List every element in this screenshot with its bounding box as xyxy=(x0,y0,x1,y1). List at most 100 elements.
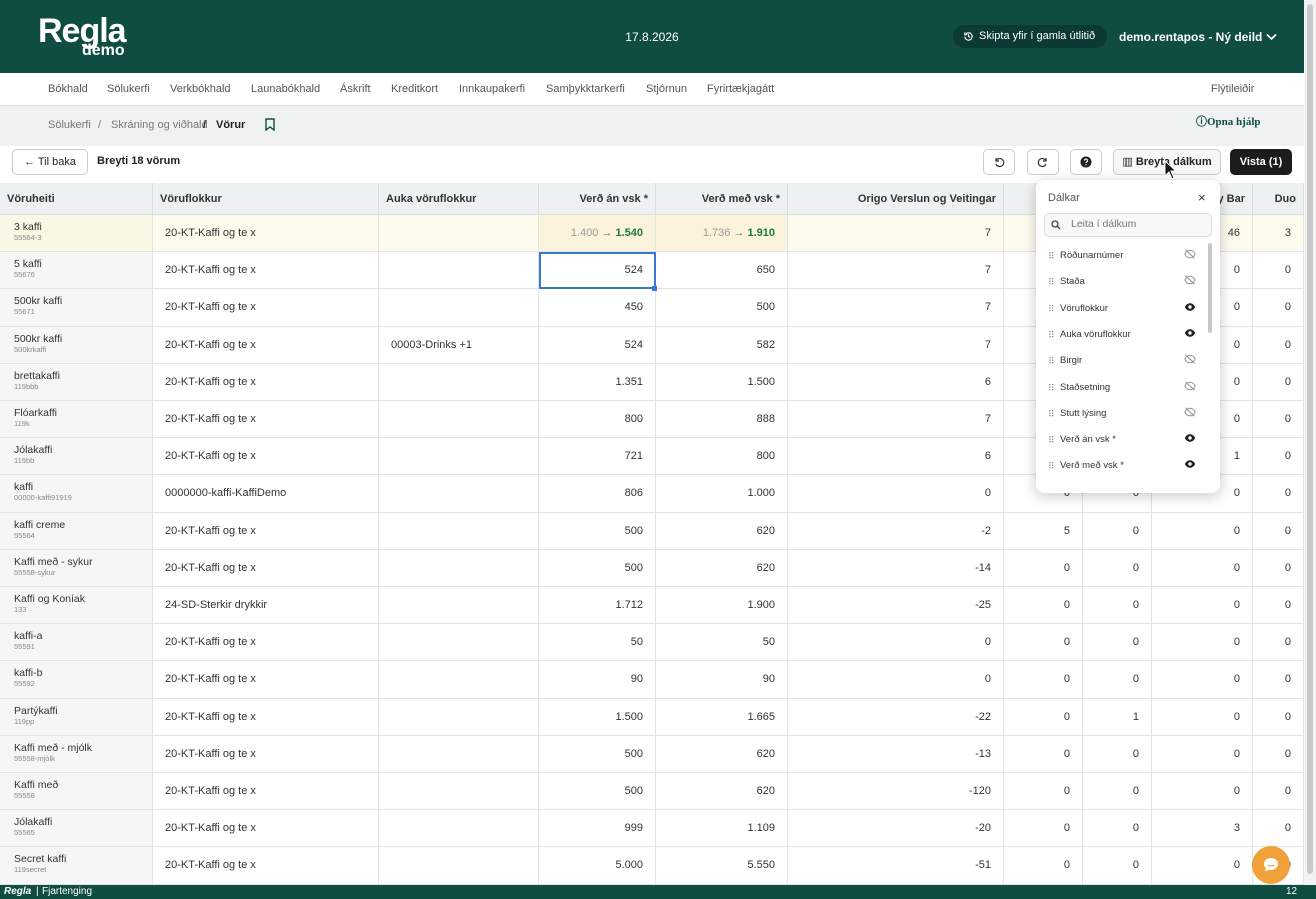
column-header[interactable]: Auka vöruflokkur xyxy=(379,183,539,215)
nav-item[interactable]: Innkaupakerfi xyxy=(459,83,526,95)
column-toggle[interactable]: ⠿ Verð án vsk * xyxy=(1048,430,1198,450)
cell[interactable]: 800 xyxy=(656,438,788,476)
cell[interactable]: 1.109 xyxy=(656,810,788,848)
cell[interactable] xyxy=(379,735,539,773)
cell[interactable] xyxy=(379,773,539,811)
eye-hidden[interactable] xyxy=(1184,379,1196,399)
drag-handle[interactable]: ⠿ xyxy=(1048,251,1055,261)
cell[interactable]: 1.900 xyxy=(656,587,788,625)
cell[interactable] xyxy=(379,661,539,699)
cell[interactable]: 20-KT-Kaffi og te x xyxy=(153,549,379,587)
cell[interactable]: 50 xyxy=(656,624,788,662)
column-toggle[interactable]: ⠿ Röðunarnúmer xyxy=(1048,246,1198,266)
nav-item[interactable]: Áskrift xyxy=(340,83,371,95)
cell[interactable]: 20-KT-Kaffi og te x xyxy=(153,847,379,885)
drag-handle[interactable]: ⠿ xyxy=(1048,382,1055,393)
bookmark-icon[interactable] xyxy=(265,118,275,134)
cell[interactable]: 20-KT-Kaffi og te x xyxy=(153,215,379,253)
cell[interactable]: 524 xyxy=(539,252,656,290)
cell[interactable]: 500 xyxy=(656,289,788,327)
cell[interactable]: 1.000 xyxy=(656,475,788,513)
cell[interactable] xyxy=(379,847,539,885)
column-header[interactable]: Duo xyxy=(1253,183,1304,215)
drag-handle[interactable]: ⠿ xyxy=(1048,408,1055,419)
cell[interactable] xyxy=(379,512,539,550)
cell[interactable] xyxy=(379,438,539,476)
eye-hidden[interactable] xyxy=(1184,247,1196,267)
shortcuts[interactable]: Flýtileiðir xyxy=(1211,83,1255,95)
column-toggle[interactable]: ⠿ Staðsetning xyxy=(1048,378,1198,398)
undo-button[interactable] xyxy=(983,149,1015,175)
cell[interactable]: 20-KT-Kaffi og te x xyxy=(153,735,379,773)
crumb[interactable]: Sölukerfi xyxy=(48,119,91,131)
cell[interactable] xyxy=(379,587,539,625)
cell[interactable]: 800 xyxy=(539,401,656,439)
cell[interactable]: 90 xyxy=(656,661,788,699)
cell[interactable]: 1.712 xyxy=(539,587,656,625)
nav-item[interactable]: Sölukerfi xyxy=(107,83,150,95)
close-button[interactable]: × xyxy=(1198,190,1206,205)
cell[interactable]: 20-KT-Kaffi og te x xyxy=(153,810,379,848)
column-toggle[interactable]: ⠿ Verð með vsk * xyxy=(1048,456,1198,476)
cell[interactable]: 620 xyxy=(656,512,788,550)
cell[interactable]: 1.351 xyxy=(539,363,656,401)
eye-visible[interactable] xyxy=(1184,326,1196,346)
cell[interactable] xyxy=(379,289,539,327)
cell[interactable] xyxy=(379,698,539,736)
eye-visible[interactable] xyxy=(1184,300,1196,320)
column-header[interactable]: Vöruheiti xyxy=(0,183,153,215)
cell[interactable] xyxy=(379,215,539,253)
nav-item[interactable]: Launabókhald xyxy=(251,83,321,95)
redo-button[interactable] xyxy=(1027,149,1059,175)
cell[interactable]: 20-KT-Kaffi og te x xyxy=(153,438,379,476)
drag-handle[interactable]: ⠿ xyxy=(1048,329,1055,340)
fill-handle[interactable] xyxy=(652,286,657,292)
column-toggle[interactable]: ⠿ Staða xyxy=(1048,272,1198,292)
column-header[interactable]: Verð með vsk * xyxy=(656,183,788,215)
eye-hidden[interactable] xyxy=(1184,273,1196,293)
column-header[interactable]: Vöruflokkur xyxy=(153,183,379,215)
cell[interactable]: 1.736 → 1.910 xyxy=(656,215,788,253)
cell[interactable]: 50 xyxy=(539,624,656,662)
nav-item[interactable]: Verkbókhald xyxy=(170,83,231,95)
cell[interactable]: 888 xyxy=(656,401,788,439)
cell[interactable]: 500 xyxy=(539,549,656,587)
cell[interactable]: 524 xyxy=(539,326,656,364)
cell[interactable]: 00003-Drinks +1 xyxy=(379,326,539,364)
cell[interactable]: 5.550 xyxy=(656,847,788,885)
cell[interactable] xyxy=(379,624,539,662)
drag-handle[interactable]: ⠿ xyxy=(1048,435,1055,446)
nav-item[interactable]: Stjórnun xyxy=(646,83,687,95)
cell[interactable]: 20-KT-Kaffi og te x xyxy=(153,252,379,290)
cell[interactable]: 20-KT-Kaffi og te x xyxy=(153,363,379,401)
cell[interactable] xyxy=(379,549,539,587)
help-button[interactable] xyxy=(1070,149,1102,175)
nav-item[interactable]: Bókhald xyxy=(48,83,88,95)
eye-hidden[interactable] xyxy=(1184,405,1196,425)
cell[interactable]: 20-KT-Kaffi og te x xyxy=(153,512,379,550)
drag-handle[interactable]: ⠿ xyxy=(1048,461,1055,472)
back-button[interactable]: ← Til baka xyxy=(12,149,88,175)
cell[interactable] xyxy=(379,475,539,513)
search-box[interactable]: Leita í dálkum xyxy=(1044,213,1212,237)
old-look-button[interactable]: Skipta yfir í gamla útlitið xyxy=(953,25,1108,48)
cell[interactable]: 650 xyxy=(656,252,788,290)
drag-handle[interactable]: ⠿ xyxy=(1048,303,1055,314)
nav-item[interactable]: Kreditkort xyxy=(391,83,439,95)
cell[interactable]: 20-KT-Kaffi og te x xyxy=(153,401,379,439)
cell[interactable]: 20-KT-Kaffi og te x xyxy=(153,289,379,327)
cell[interactable] xyxy=(379,401,539,439)
cell[interactable]: 0000000-kaffi-KaffiDemo xyxy=(153,475,379,513)
save-button[interactable]: Vista (1) xyxy=(1230,149,1292,175)
cell[interactable]: 999 xyxy=(539,810,656,848)
cell[interactable]: 1.500 xyxy=(656,363,788,401)
eye-visible[interactable] xyxy=(1184,457,1196,477)
column-toggle[interactable]: ⠿ Birgir xyxy=(1048,351,1198,371)
cell[interactable]: 582 xyxy=(656,326,788,364)
nav-item[interactable]: Fyrirtækjagátt xyxy=(707,83,775,95)
cell[interactable]: 1.665 xyxy=(656,698,788,736)
cell[interactable]: 90 xyxy=(539,661,656,699)
logo[interactable]: Regla xyxy=(38,12,127,50)
drag-handle[interactable]: ⠿ xyxy=(1048,356,1055,367)
chat-button[interactable] xyxy=(1252,846,1290,884)
